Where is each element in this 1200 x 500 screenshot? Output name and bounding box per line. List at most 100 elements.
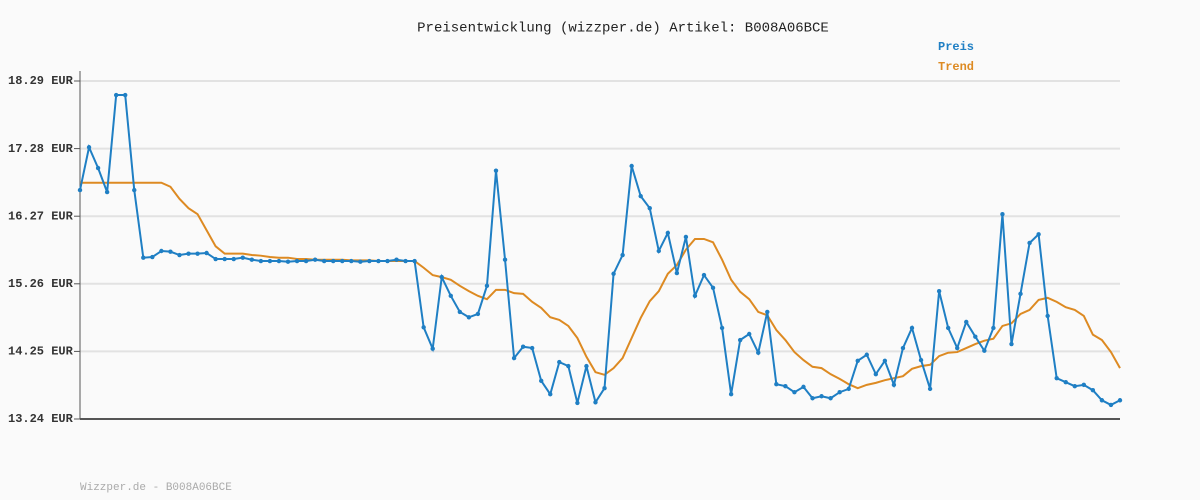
point-marker	[909, 325, 915, 331]
point-marker	[186, 251, 191, 256]
point-marker	[403, 258, 408, 264]
point-marker	[945, 325, 951, 331]
point-marker	[1072, 384, 1077, 389]
point-marker	[539, 378, 544, 384]
point-marker	[747, 331, 752, 337]
point-marker	[195, 251, 200, 256]
point-marker	[674, 270, 680, 276]
point-marker	[964, 319, 969, 325]
point-marker	[150, 254, 155, 260]
series-line	[80, 181, 1121, 390]
point-marker	[104, 189, 110, 195]
point-marker	[846, 386, 851, 392]
point-marker	[267, 258, 273, 264]
point-marker	[1063, 379, 1068, 385]
point-marker	[457, 309, 463, 315]
point-marker	[927, 386, 933, 392]
point-marker	[756, 350, 761, 355]
point-marker	[837, 390, 842, 395]
point-marker	[936, 288, 942, 294]
point-marker	[132, 187, 137, 193]
point-marker	[439, 274, 444, 280]
point-marker	[864, 352, 869, 357]
point-marker	[566, 363, 571, 369]
point-marker	[647, 205, 652, 211]
point-marker	[900, 345, 906, 351]
point-marker	[222, 256, 227, 262]
y-tick-label: 15.26 EUR	[8, 277, 74, 291]
point-marker	[493, 168, 499, 173]
point-marker	[231, 256, 236, 262]
point-marker	[1009, 341, 1014, 347]
point-marker	[955, 345, 960, 351]
point-marker	[801, 384, 806, 390]
point-marker	[873, 371, 879, 377]
point-marker	[665, 230, 671, 236]
point-marker	[484, 283, 490, 289]
point-marker	[611, 271, 616, 276]
point-marker	[430, 346, 435, 351]
point-marker	[511, 355, 517, 361]
point-marker	[276, 258, 282, 264]
point-marker	[340, 258, 345, 264]
point-marker	[520, 344, 526, 349]
point-marker	[982, 348, 987, 353]
y-tick-label: 18.29 EUR	[8, 74, 74, 88]
point-marker	[1081, 382, 1087, 388]
point-marker	[249, 257, 255, 262]
point-marker	[240, 255, 245, 260]
point-marker	[294, 258, 300, 264]
point-marker	[557, 359, 562, 365]
point-marker	[376, 258, 381, 264]
point-marker	[448, 293, 453, 299]
point-marker	[593, 400, 598, 405]
y-tick-label: 17.28 EUR	[8, 142, 74, 156]
point-marker	[656, 248, 661, 254]
point-marker	[502, 257, 508, 262]
point-marker	[1045, 313, 1050, 319]
point-marker	[421, 325, 426, 330]
point-marker	[882, 358, 888, 363]
legend-label: Trend	[938, 60, 974, 74]
point-marker	[168, 249, 173, 254]
point-marker	[412, 258, 417, 264]
point-marker	[312, 257, 318, 262]
point-marker	[765, 309, 770, 315]
point-marker	[584, 363, 589, 369]
point-marker	[638, 193, 643, 199]
point-marker	[77, 187, 83, 193]
point-marker	[737, 337, 743, 343]
point-marker	[177, 252, 182, 258]
point-marker	[321, 258, 327, 264]
point-marker	[394, 257, 399, 262]
point-marker	[529, 345, 535, 351]
point-marker	[1027, 240, 1032, 246]
point-marker	[692, 293, 698, 299]
point-marker	[1099, 398, 1105, 403]
point-marker	[258, 258, 264, 264]
point-marker	[819, 394, 824, 399]
point-marker	[629, 163, 634, 169]
point-marker	[810, 396, 815, 401]
point-marker	[285, 259, 291, 264]
point-marker	[548, 392, 553, 397]
point-marker	[141, 255, 146, 260]
point-marker	[475, 311, 481, 317]
footer: Wizzper.de - B008A06BCE	[80, 482, 232, 494]
point-marker	[855, 358, 860, 363]
point-marker	[303, 258, 309, 264]
point-marker	[828, 396, 833, 401]
chart-title: Preisentwicklung (wizzper.de) Artikel: B…	[417, 21, 829, 37]
point-marker	[1054, 375, 1059, 381]
point-marker	[792, 390, 797, 395]
point-marker	[331, 258, 336, 264]
point-marker	[991, 325, 996, 331]
point-marker	[774, 381, 779, 387]
point-marker	[466, 315, 472, 320]
y-tick-label: 14.25 EUR	[8, 345, 74, 359]
point-marker	[367, 258, 372, 264]
point-marker	[1036, 232, 1041, 237]
point-marker	[973, 334, 978, 339]
point-marker	[1090, 388, 1096, 393]
